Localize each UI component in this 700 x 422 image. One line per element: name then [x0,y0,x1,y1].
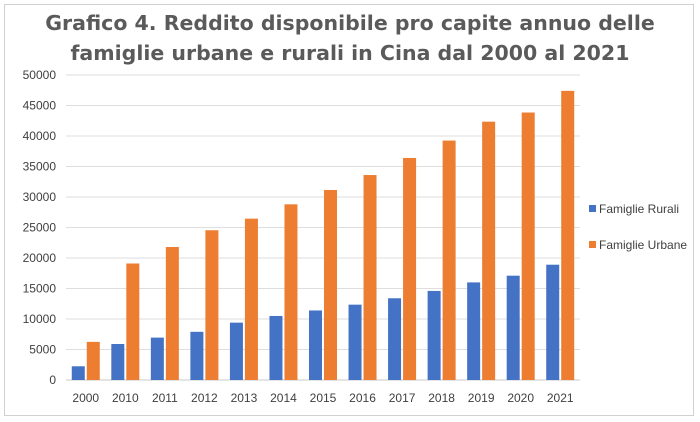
x-tick-label: 2014 [270,391,297,405]
bar-rurali-2012 [190,331,204,380]
bar-urbane-2013 [244,218,258,380]
chart-title-line-2: famiglie urbane e rurali in Cina dal 200… [70,41,630,65]
x-tick-label: 2011 [152,391,178,405]
bar-urbane-2019 [482,121,496,380]
y-tick-label: 50000 [23,68,57,82]
y-tick-label: 0 [49,373,56,387]
bar-rurali-2016 [348,304,362,380]
chart-title-line-1: Grafico 4. Reddito disponibile pro capit… [45,11,655,35]
x-tick-label: 2000 [72,391,99,405]
bar-rurali-2011 [150,337,164,380]
bar-rurali-2000 [71,366,85,380]
legend-swatch-rurali [589,205,596,212]
x-tick-label: 2020 [507,391,534,405]
x-tick-label: 2016 [349,391,376,405]
y-tick-label: 10000 [23,312,57,326]
y-tick-label: 15000 [23,282,57,296]
x-tick-label: 2018 [428,391,455,405]
bar-rurali-2015 [309,310,322,380]
legend-swatch-urbane [589,241,596,248]
y-tick-label: 40000 [23,129,57,143]
chart-title: Grafico 4. Reddito disponibile pro capit… [0,8,700,68]
bar-urbane-2017 [403,157,417,380]
x-tick-label: 2021 [547,391,574,405]
x-tick-label: 2015 [310,391,337,405]
bar-rurali-2017 [388,298,402,380]
legend-label-rurali: Famiglie Rurali [599,202,679,216]
legend-label-urbane: Famiglie Urbane [599,238,687,252]
y-tick-label: 5000 [29,343,56,357]
bar-urbane-2000 [86,341,100,380]
bar-urbane-2018 [442,140,456,380]
bar-urbane-2012 [205,230,219,380]
x-tick-label: 2012 [191,391,218,405]
x-tick-label: 2010 [112,391,139,405]
y-tick-label: 30000 [23,190,57,204]
bar-rurali-2013 [229,322,243,380]
y-tick-label: 45000 [23,99,57,113]
x-tick-label: 2017 [389,391,416,405]
bar-rurali-2020 [506,275,520,380]
y-tick-label: 25000 [23,221,57,235]
x-tick-label: 2013 [231,391,258,405]
bar-urbane-2020 [521,112,535,380]
bar-urbane-2016 [363,175,377,380]
y-tick-label: 35000 [23,160,57,174]
bar-urbane-2015 [324,189,337,380]
bar-rurali-2019 [467,282,481,380]
bar-rurali-2014 [269,315,283,380]
bar-urbane-2011 [165,247,179,380]
bar-urbane-2021 [561,90,575,381]
bar-rurali-2021 [546,264,560,380]
bar-rurali-2018 [427,290,441,380]
y-tick-label: 20000 [23,251,57,265]
bar-urbane-2014 [284,204,298,380]
bar-urbane-2010 [126,263,140,380]
bar-rurali-2010 [111,344,125,380]
x-tick-label: 2019 [468,391,495,405]
